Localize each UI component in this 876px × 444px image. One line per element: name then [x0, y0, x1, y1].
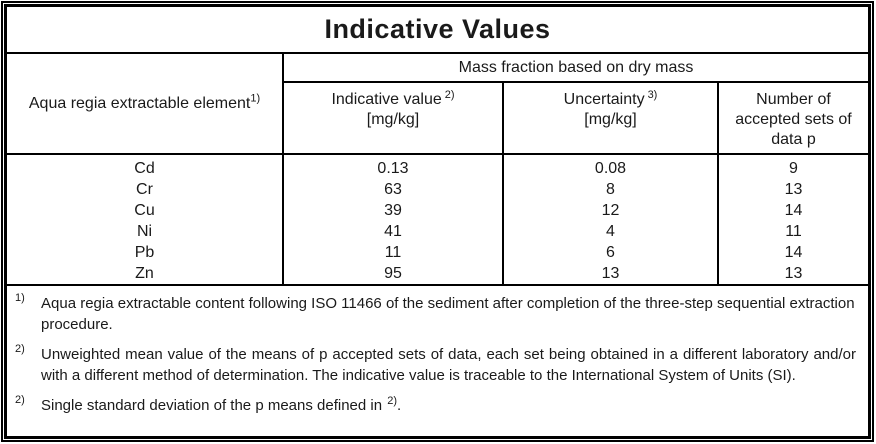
- indicative-value-footnote-sup: 2): [444, 88, 455, 101]
- table-row: Zn 95 13 13: [7, 263, 868, 285]
- group-header-row: Aqua regia extractable element1) Mass fr…: [7, 53, 868, 155]
- footnote-1-text: Aqua regia extractable content following…: [41, 295, 855, 333]
- accepted-sets-cell: 9: [789, 160, 798, 177]
- footnote-2-text: Unweighted mean value of the means of p …: [41, 346, 856, 384]
- element-cell: Cu: [7, 200, 284, 221]
- accepted-sets-cell: 14: [784, 202, 803, 219]
- indicative-value-cell: 39: [283, 200, 504, 221]
- element-cell: Cr: [7, 179, 284, 200]
- footnote-3-ref-sup: 2): [387, 395, 398, 407]
- element-cell: Pb: [7, 242, 284, 263]
- footnote-1: 1) Aqua regia extractable content follow…: [11, 292, 856, 335]
- page-title: Indicative Values: [7, 7, 868, 54]
- footnote-3-suffix: .: [397, 397, 402, 414]
- table-row: Ni 41 4 11: [7, 221, 868, 242]
- element-cell: Cd: [7, 154, 284, 179]
- indicative-value-label: Indicative value: [331, 91, 442, 108]
- uncertainty-cell: 12: [503, 200, 719, 221]
- indicative-value-cell: 63: [283, 179, 504, 200]
- footnotes-row: 1) Aqua regia extractable content follow…: [7, 284, 868, 436]
- uncertainty-cell: 8: [503, 179, 719, 200]
- indicative-value-unit: [mg/kg]: [366, 111, 420, 128]
- uncertainty-cell: 13: [503, 263, 719, 285]
- element-column-header-footnote-sup: 1): [250, 92, 261, 105]
- title-row: Indicative Values: [7, 7, 868, 54]
- column-header-indicative-value: Indicative value 2) [mg/kg]: [283, 82, 504, 155]
- uncertainty-cell: 4: [503, 221, 719, 242]
- footnote-1-marker: 1): [15, 292, 25, 304]
- footnote-2: 2) Unweighted mean value of the means of…: [11, 343, 856, 386]
- table-row: Cr 63 8 13: [7, 179, 868, 200]
- accepted-sets-cell: 14: [784, 244, 803, 261]
- footnote-3: 2) Single standard deviation of the p me…: [11, 394, 856, 416]
- accepted-sets-label: Number of accepted sets of data p: [735, 91, 852, 148]
- uncertainty-cell: 6: [503, 242, 719, 263]
- indicative-value-cell: 41: [283, 221, 504, 242]
- accepted-sets-cell: 13: [784, 181, 803, 198]
- footnote-3-text: Single standard deviation of the p means…: [41, 395, 856, 416]
- table-row: Pb 11 6 14: [7, 242, 868, 263]
- uncertainty-cell: 0.08: [503, 154, 719, 179]
- element-cell: Ni: [7, 221, 284, 242]
- accepted-sets-cell: 11: [785, 223, 802, 240]
- indicative-values-table: Indicative Values Aqua regia extractable…: [7, 7, 868, 436]
- table-border: Indicative Values Aqua regia extractable…: [4, 4, 871, 439]
- accepted-sets-cell: 13: [784, 265, 803, 282]
- uncertainty-label: Uncertainty: [563, 91, 645, 108]
- indicative-value-cell: 0.13: [283, 154, 504, 179]
- footnote-3-text-body: Single standard deviation of the p means…: [41, 397, 387, 414]
- indicative-value-cell: 95: [283, 263, 504, 285]
- footnotes-section: 1) Aqua regia extractable content follow…: [7, 284, 868, 436]
- footnote-3-marker: 2): [15, 394, 25, 406]
- table-row: Cd 0.13 0.08 9: [7, 154, 868, 179]
- uncertainty-unit: [mg/kg]: [584, 111, 637, 128]
- uncertainty-footnote-sup: 3): [647, 88, 658, 101]
- element-cell: Zn: [7, 263, 284, 285]
- column-header-uncertainty: Uncertainty 3) [mg/kg]: [503, 82, 719, 155]
- group-header-mass-fraction: Mass fraction based on dry mass: [283, 53, 868, 83]
- indicative-value-cell: 11: [283, 242, 504, 263]
- table-row: Cu 39 12 14: [7, 200, 868, 221]
- column-header-accepted-sets: Number of accepted sets of data p: [718, 82, 868, 155]
- column-header-row: Indicative value 2) [mg/kg] Uncertainty 3)…: [7, 82, 868, 155]
- element-column-header-label: Aqua regia extractable element: [28, 94, 251, 112]
- footnote-2-marker: 2): [15, 343, 25, 355]
- element-column-header: Aqua regia extractable element1): [7, 53, 284, 155]
